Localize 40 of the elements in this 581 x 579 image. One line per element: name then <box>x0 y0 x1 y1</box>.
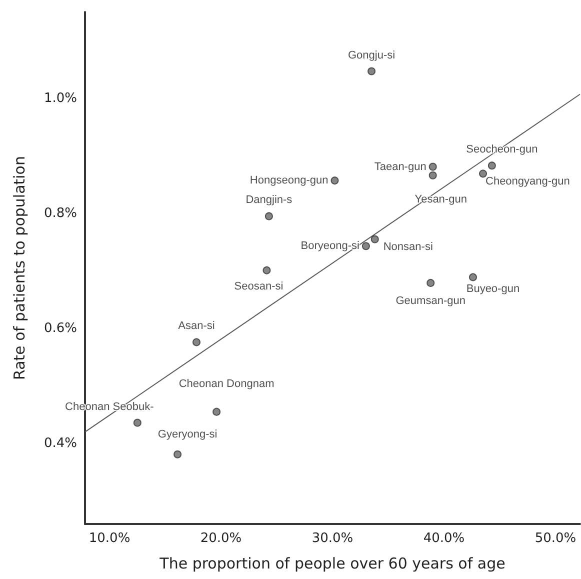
x-tick-label: 50.0% <box>534 531 576 546</box>
annotation: Gongju-si <box>348 49 396 62</box>
point <box>368 67 376 76</box>
point <box>428 171 437 180</box>
point <box>212 408 221 416</box>
annotation: Hongseong-gun <box>250 174 328 187</box>
point <box>488 162 496 170</box>
x-axis-title: The proportion of people over 60 years of age <box>158 554 506 572</box>
point <box>370 235 379 244</box>
annotation: Taean-gun <box>374 160 426 173</box>
point <box>264 212 273 220</box>
x-tick-label: 30.0% <box>312 531 354 546</box>
point <box>479 170 488 178</box>
annotation: Dangjin-s <box>246 194 293 206</box>
annotation: Nonsan-si <box>383 241 433 254</box>
annotation: Seosan-si <box>234 280 284 292</box>
point <box>362 242 370 250</box>
point <box>468 273 477 282</box>
annotation: Boryeong-si <box>300 240 360 252</box>
point <box>192 338 200 346</box>
x-tick-label: 20.0% <box>200 531 242 546</box>
point <box>174 450 182 458</box>
y-tick-label: 0.4% <box>44 436 77 451</box>
y-tick-label: 0.8% <box>44 206 77 221</box>
annotation: Geumsan-gun <box>396 294 466 307</box>
point <box>262 266 271 274</box>
y-axis-title: Rate of patients to population <box>10 156 28 380</box>
point <box>428 162 437 171</box>
point <box>133 418 142 427</box>
annotation: Buyeo-gun <box>466 283 520 296</box>
annotation: Asan-si <box>178 320 215 332</box>
x-tick-label: 10.0% <box>88 531 130 546</box>
point <box>330 176 339 185</box>
x-tick-label: 40.0% <box>423 531 465 546</box>
annotation: Gyeryong-si <box>158 428 218 440</box>
annotation: Cheongyang-gun <box>486 176 570 188</box>
point <box>426 278 435 287</box>
y-tick-label: 0.6% <box>44 320 77 336</box>
y-tick-label: 1.0% <box>44 90 77 106</box>
annotation: Cheonan Dongnam <box>178 378 274 390</box>
